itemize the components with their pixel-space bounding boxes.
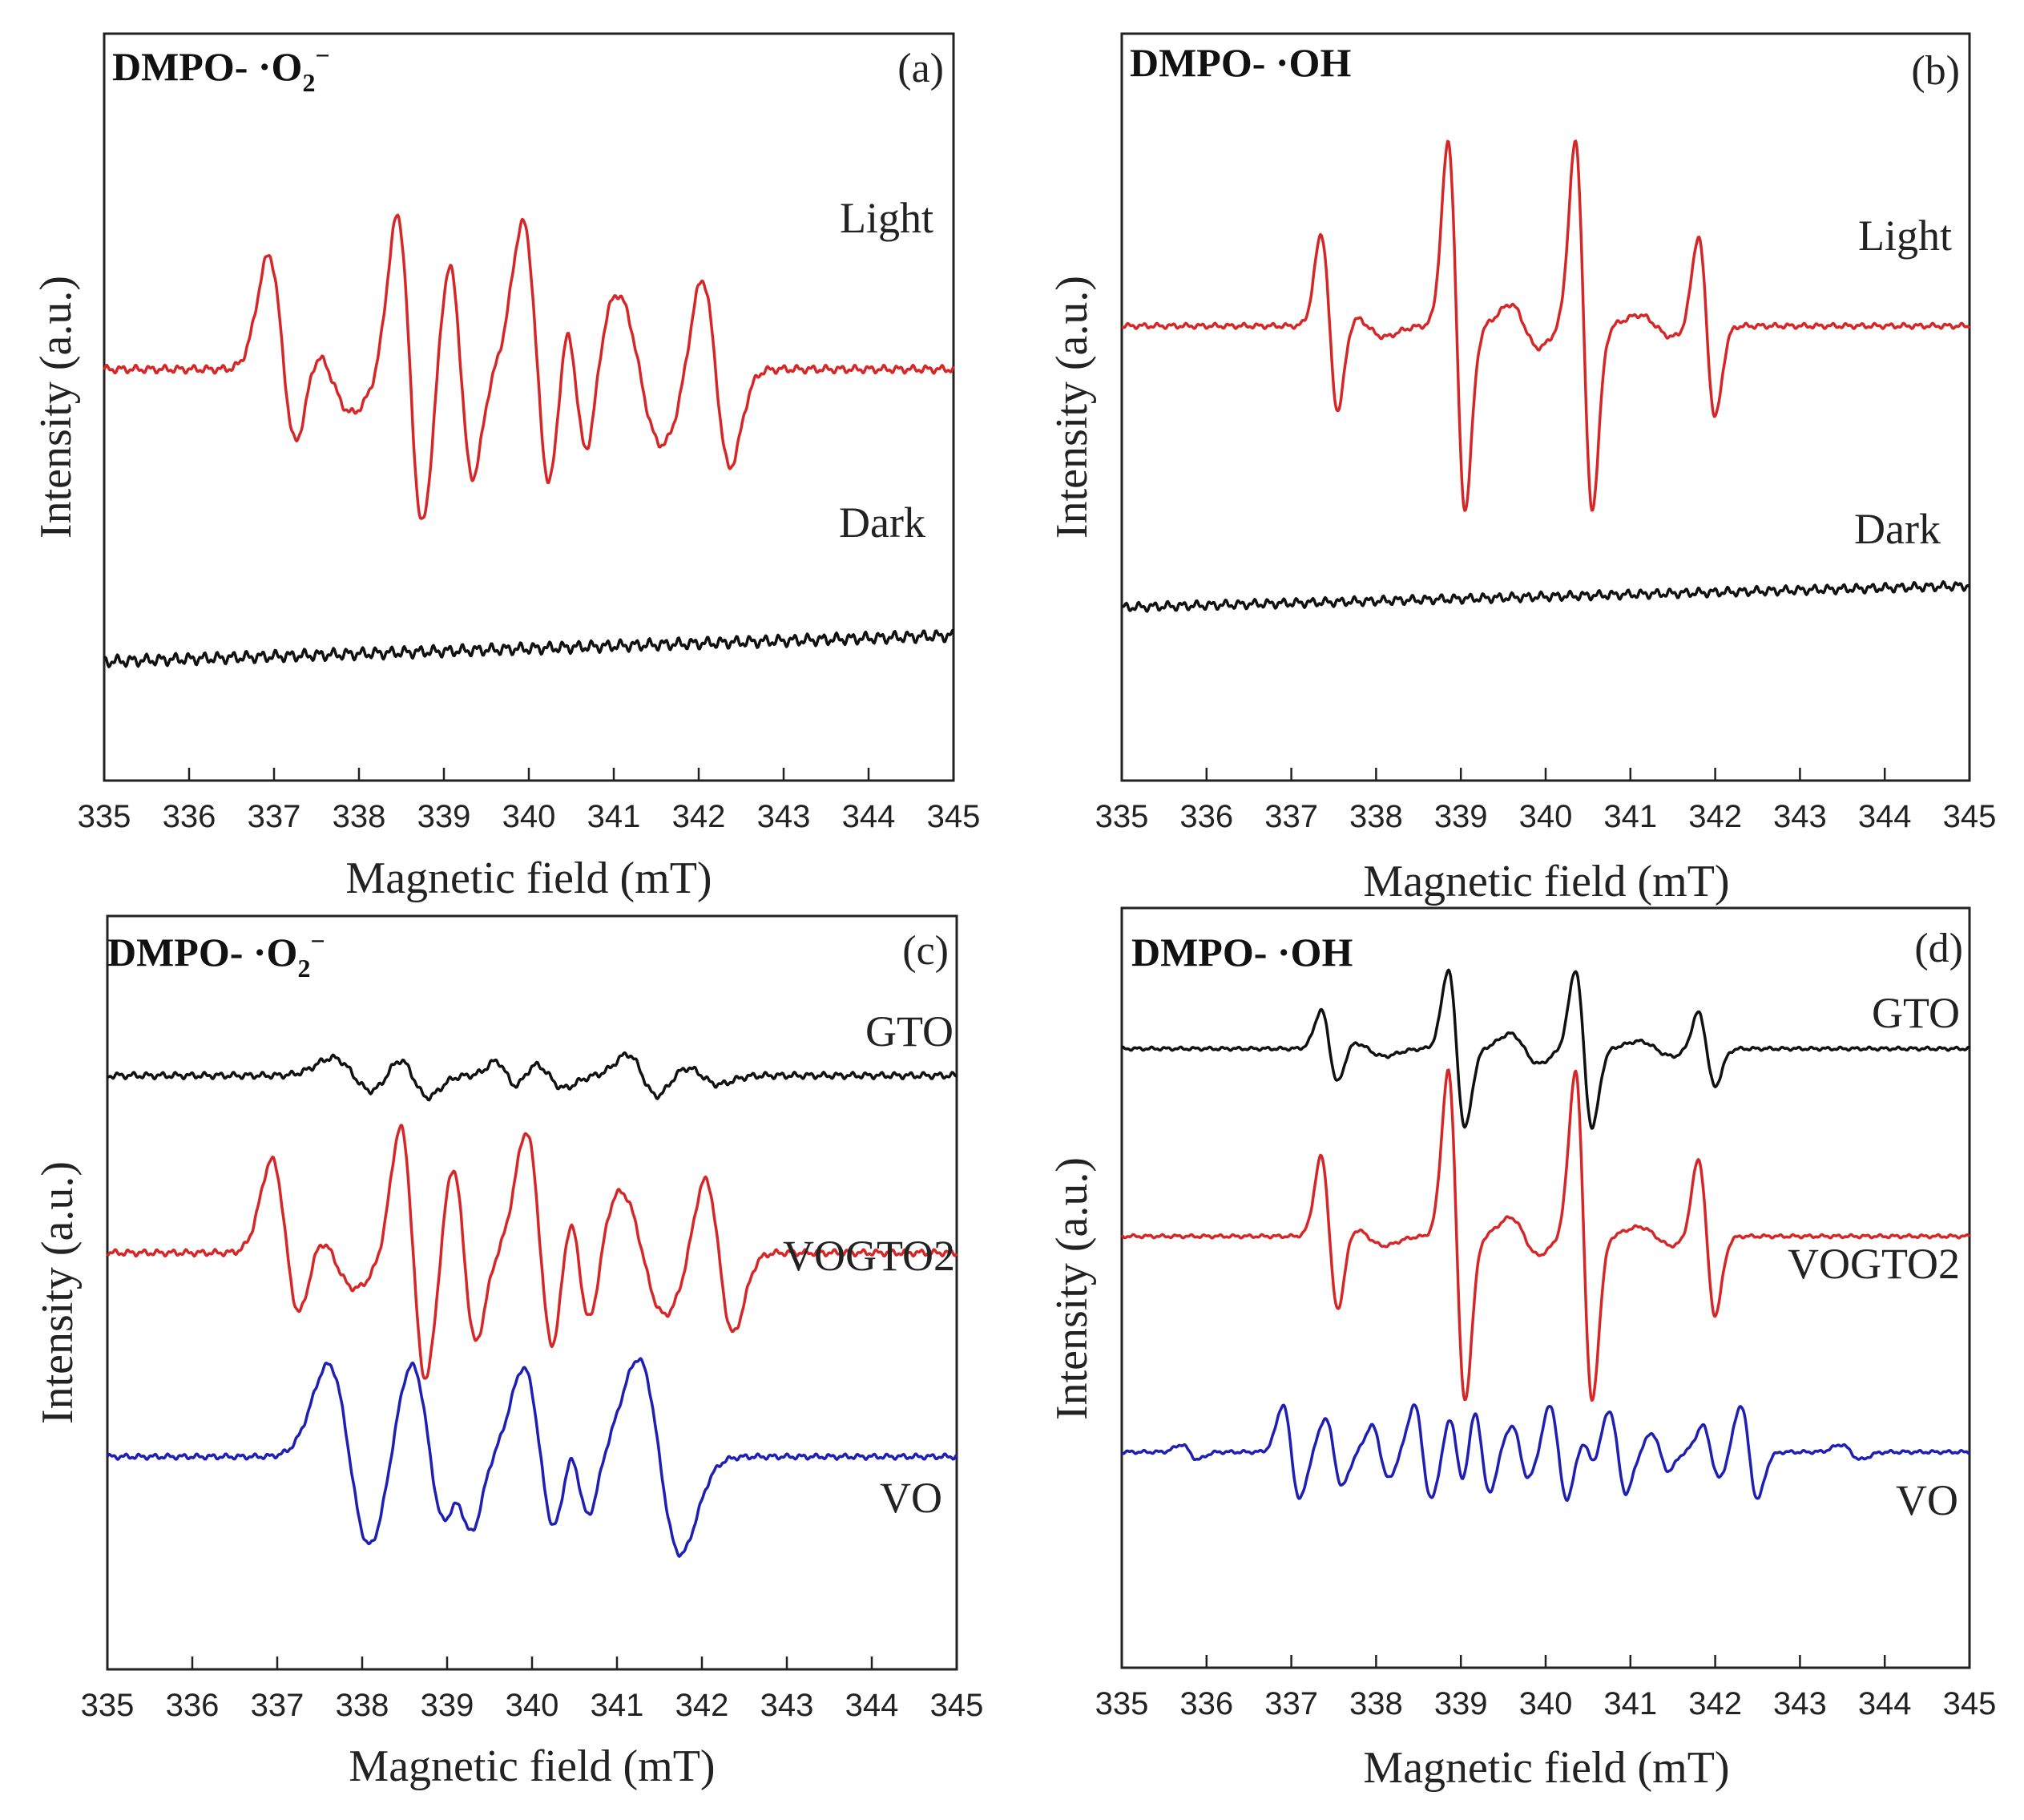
x-tick-label-a-337: 337 bbox=[248, 799, 301, 834]
x-tick-label-d-335: 335 bbox=[1095, 1686, 1149, 1721]
x-tick-label-c-343: 343 bbox=[760, 1688, 814, 1723]
series-line-a-dark bbox=[103, 628, 954, 668]
x-tick-label-a-339: 339 bbox=[417, 799, 471, 834]
x-tick-label-c-340: 340 bbox=[506, 1688, 559, 1723]
x-tick-label-d-337: 337 bbox=[1264, 1686, 1318, 1721]
series-line-b-dark bbox=[1121, 580, 1970, 613]
x-tick-label-a-338: 338 bbox=[333, 799, 386, 834]
x-tick-label-a-342: 342 bbox=[672, 799, 726, 834]
x-ticks-a: 335 336 337 338 339 340 341 342 343 344 345 bbox=[78, 768, 981, 834]
series-line-b-light bbox=[1121, 139, 1971, 512]
plot-frame-a bbox=[103, 32, 955, 782]
traces-a bbox=[103, 213, 955, 668]
x-tick-label-d-336: 336 bbox=[1179, 1686, 1233, 1721]
x-tick-label-c-335: 335 bbox=[81, 1688, 135, 1723]
panel-label-b: (b) bbox=[1911, 48, 1960, 94]
x-ticks-b: 335 336 337 338 339 340 341 342 343 344 345 bbox=[1095, 768, 1997, 834]
trace-label-b-dark: Dark bbox=[1854, 505, 1941, 553]
x-tick-label-d-339: 339 bbox=[1434, 1686, 1488, 1721]
x-ticks-d: 335 336 337 338 339 340 341 342 343 344 345 bbox=[1095, 1655, 1997, 1721]
x-tick-label-d-345: 345 bbox=[1943, 1686, 1997, 1721]
x-tick-label-c-341: 341 bbox=[591, 1688, 644, 1723]
panel-label-d: (d) bbox=[1914, 926, 1963, 971]
x-axis-label-b: Magnetic field (mT) bbox=[1363, 857, 1729, 906]
x-tick-label-d-344: 344 bbox=[1858, 1686, 1912, 1721]
trace-label-d-vo: VO bbox=[1896, 1476, 1958, 1524]
plot-frame-b bbox=[1120, 32, 1971, 782]
x-tick-label-c-336: 336 bbox=[166, 1688, 220, 1723]
species-label-c: DMPO- ·O2− bbox=[107, 926, 325, 983]
panel-label-c: (c) bbox=[902, 928, 949, 974]
x-tick-label-b-339: 339 bbox=[1434, 799, 1488, 834]
trace-label-c-vo: VO bbox=[880, 1474, 942, 1522]
x-tick-label-b-342: 342 bbox=[1688, 799, 1742, 834]
trace-label-d-vogto2: VOGTO2 bbox=[1788, 1240, 1960, 1288]
trace-label-a-dark: Dark bbox=[839, 498, 925, 547]
x-axis-label-d: Magnetic field (mT) bbox=[1363, 1743, 1729, 1793]
series-line-d-vo bbox=[1121, 1403, 1970, 1502]
x-axis-label-c: Magnetic field (mT) bbox=[349, 1741, 715, 1791]
trace-label-b-light: Light bbox=[1858, 212, 1952, 260]
x-tick-label-d-341: 341 bbox=[1603, 1686, 1657, 1721]
x-tick-label-a-343: 343 bbox=[757, 799, 811, 834]
x-tick-label-c-345: 345 bbox=[930, 1688, 984, 1723]
x-tick-label-c-344: 344 bbox=[845, 1688, 899, 1723]
plot-frame-d bbox=[1120, 906, 1971, 1669]
panel-d: 335 336 337 338 339 340 341 342 343 344 345 DMPO- … bbox=[1047, 906, 1997, 1793]
x-tick-label-a-340: 340 bbox=[502, 799, 556, 834]
y-axis-label-a: Intensity (a.u.) bbox=[31, 276, 81, 539]
traces-c bbox=[106, 1051, 958, 1558]
trace-label-a-light: Light bbox=[840, 194, 933, 242]
series-line-c-vo bbox=[106, 1357, 958, 1558]
series-line-d-gto bbox=[1121, 968, 1970, 1130]
x-tick-label-b-338: 338 bbox=[1349, 799, 1403, 834]
plot-frame-c bbox=[106, 914, 958, 1671]
x-tick-label-d-342: 342 bbox=[1688, 1686, 1742, 1721]
series-line-a-light bbox=[103, 213, 955, 520]
x-tick-label-b-343: 343 bbox=[1773, 799, 1827, 834]
panel-b: 335 336 337 338 339 340 341 342 343 344 345 DMPO- … bbox=[1047, 32, 1997, 906]
trace-label-c-gto: GTO bbox=[865, 1007, 954, 1055]
x-tick-label-a-336: 336 bbox=[163, 799, 216, 834]
x-tick-label-b-335: 335 bbox=[1095, 799, 1149, 834]
species-label-d: DMPO- ·OH bbox=[1131, 930, 1353, 975]
x-ticks-c: 335 336 337 338 339 340 341 342 343 344 345 bbox=[81, 1657, 984, 1723]
trace-label-c-vogto2: VOGTO2 bbox=[783, 1232, 955, 1280]
x-tick-label-b-341: 341 bbox=[1603, 799, 1657, 834]
traces-b bbox=[1121, 139, 1971, 613]
x-tick-label-b-340: 340 bbox=[1519, 799, 1573, 834]
panel-c: 335 336 337 338 339 340 341 342 343 344 345 DMPO- … bbox=[33, 914, 984, 1791]
y-axis-label-d: Intensity (a.u.) bbox=[1047, 1157, 1097, 1420]
y-axis-label-b: Intensity (a.u.) bbox=[1047, 276, 1097, 539]
x-tick-label-b-345: 345 bbox=[1943, 799, 1997, 834]
x-tick-label-c-338: 338 bbox=[336, 1688, 389, 1723]
x-tick-label-b-344: 344 bbox=[1858, 799, 1912, 834]
x-tick-label-b-337: 337 bbox=[1264, 799, 1318, 834]
x-tick-label-a-344: 344 bbox=[842, 799, 896, 834]
x-tick-label-d-340: 340 bbox=[1519, 1686, 1573, 1721]
x-tick-label-d-343: 343 bbox=[1773, 1686, 1827, 1721]
x-tick-label-a-341: 341 bbox=[587, 799, 641, 834]
x-axis-label-a: Magnetic field (mT) bbox=[345, 854, 712, 903]
x-tick-label-c-339: 339 bbox=[421, 1688, 474, 1723]
species-label-a: DMPO- ·O2− bbox=[112, 41, 330, 97]
trace-label-d-gto: GTO bbox=[1872, 989, 1960, 1037]
panel-a: 335 336 337 338 339 340 341 342 343 344 345 DMPO- … bbox=[31, 32, 981, 903]
x-tick-label-c-342: 342 bbox=[675, 1688, 729, 1723]
y-axis-label-c: Intensity (a.u.) bbox=[33, 1161, 83, 1424]
x-tick-label-a-345: 345 bbox=[927, 799, 981, 834]
traces-d bbox=[1120, 968, 1971, 1502]
series-line-c-vogto2 bbox=[106, 1124, 958, 1380]
panel-label-a: (a) bbox=[897, 46, 944, 91]
species-label-b: DMPO- ·OH bbox=[1130, 40, 1351, 85]
x-tick-label-b-336: 336 bbox=[1179, 799, 1233, 834]
x-tick-label-d-338: 338 bbox=[1349, 1686, 1403, 1721]
x-tick-label-c-337: 337 bbox=[251, 1688, 304, 1723]
series-line-d-vogto2 bbox=[1120, 1068, 1971, 1402]
x-tick-label-a-335: 335 bbox=[78, 799, 131, 834]
series-line-c-gto bbox=[106, 1051, 958, 1102]
